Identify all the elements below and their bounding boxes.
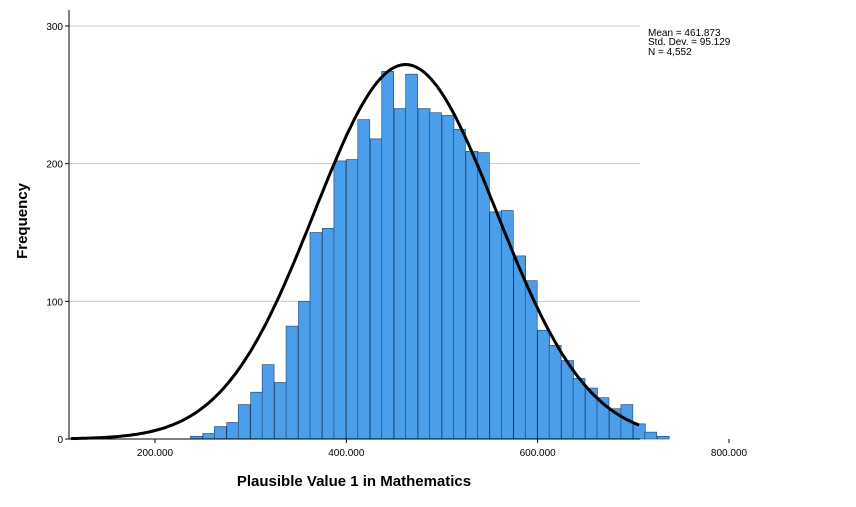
y-tick-label: 100 bbox=[46, 297, 63, 308]
histogram-bar bbox=[346, 159, 359, 440]
histogram-bar bbox=[369, 138, 383, 440]
y-tick-label: 200 bbox=[46, 160, 63, 171]
histogram-bar bbox=[417, 108, 431, 440]
histogram-bar bbox=[561, 360, 574, 440]
histogram-bar bbox=[202, 433, 216, 440]
y-tick-label: 300 bbox=[46, 22, 63, 33]
axis-labels: Frequency Plausible Value 1 in Mathemati… bbox=[14, 182, 471, 490]
histogram-bar bbox=[357, 119, 371, 440]
histogram-bars bbox=[190, 71, 670, 440]
stats-n: N = 4,552 bbox=[648, 47, 692, 58]
x-axis-title: Plausible Value 1 in Mathematics bbox=[237, 473, 471, 490]
histogram-bar bbox=[285, 325, 299, 440]
histogram-bar bbox=[333, 160, 347, 440]
stats-std-dev: Std. Dev. = 95.129 bbox=[648, 37, 731, 48]
histogram-bar bbox=[261, 364, 275, 440]
histogram-bar bbox=[548, 345, 562, 440]
histogram-bar bbox=[501, 210, 514, 440]
histogram-bar bbox=[274, 382, 287, 440]
histogram-bar bbox=[477, 152, 490, 440]
histogram-bar bbox=[214, 426, 227, 440]
histogram-bar bbox=[633, 423, 646, 440]
y-tick-label: 0 bbox=[57, 435, 63, 446]
histogram-bar bbox=[226, 422, 240, 440]
histogram-bar bbox=[250, 391, 263, 440]
histogram-bar bbox=[465, 150, 479, 440]
axes: 0 100 200 300 200.000 400.000 600.000 800.000 bbox=[46, 10, 748, 459]
histogram-bar bbox=[429, 112, 442, 440]
histogram-bar bbox=[489, 211, 503, 440]
histogram-bar bbox=[298, 301, 311, 440]
normal-curve-layer bbox=[70, 62, 640, 441]
histogram-bar bbox=[322, 228, 335, 440]
histogram-bar bbox=[393, 108, 407, 440]
normal-curve bbox=[70, 62, 640, 441]
histogram-bar bbox=[405, 73, 418, 440]
y-axis-title: Frequency bbox=[14, 182, 31, 259]
histogram-bar bbox=[381, 71, 394, 440]
x-tick-label: 800.000 bbox=[711, 448, 748, 459]
histogram-bar bbox=[644, 431, 658, 440]
histogram-bar bbox=[656, 435, 670, 440]
histogram-bar bbox=[309, 232, 323, 440]
histogram-bar bbox=[572, 378, 586, 440]
histogram-bar bbox=[453, 128, 466, 440]
histogram-bar bbox=[237, 404, 251, 440]
x-tick-label: 400.000 bbox=[328, 448, 365, 459]
x-tick-label: 600.000 bbox=[520, 448, 557, 459]
histogram-bar bbox=[441, 115, 455, 440]
x-tick-label: 200.000 bbox=[137, 448, 174, 459]
histogram-bar bbox=[537, 329, 550, 440]
stats-legend: Mean = 461.873 Std. Dev. = 95.129 N = 4,… bbox=[648, 28, 731, 58]
stats-mean: Mean = 461.873 bbox=[648, 28, 721, 39]
histogram-bar bbox=[513, 255, 527, 440]
